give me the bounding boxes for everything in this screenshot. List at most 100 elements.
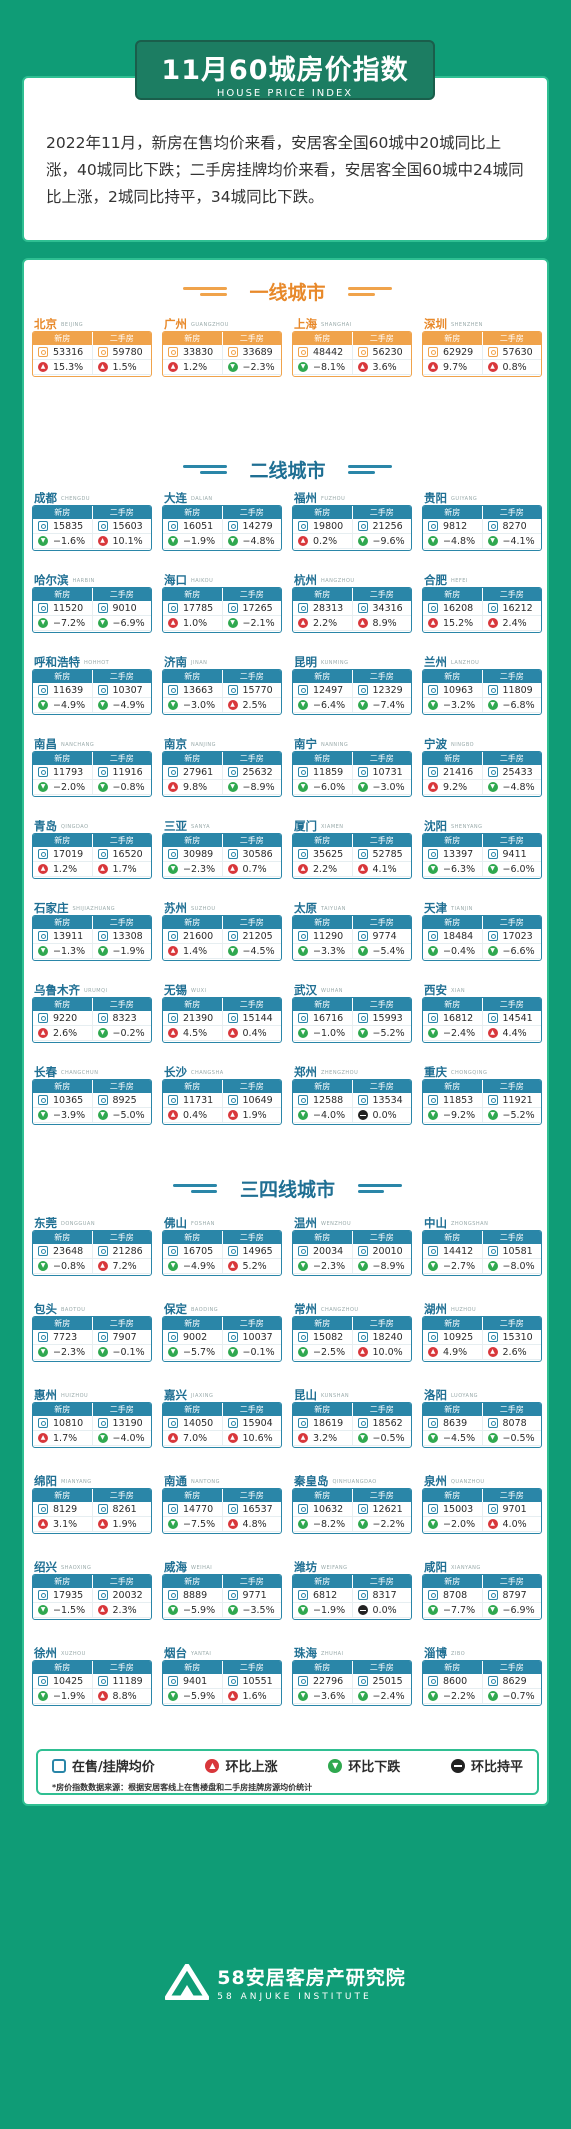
col-new: 新房 [444,1082,461,1091]
value-text: −2.3% [313,1260,346,1272]
city-pinyin: LUOYANG [451,1392,479,1399]
page-subtitle: HOUSE PRICE INDEX [216,88,354,99]
up-arrow-icon: ▲ [38,362,48,372]
second-change: ▼ −5.2% [351,1026,411,1041]
value-text: −1.6% [53,535,86,547]
col-second: 二手房 [221,1575,282,1588]
price-tag-icon [227,603,238,613]
new-price: 9002 [163,1330,222,1345]
value-text: 1.7% [112,863,137,875]
city-name: 乌鲁木齐 URUMQI [34,982,108,997]
city-card: 兰州 LANZHOU 新房 二手房 10963 11809 ▼ −3.2% ▼ −6.8% [422,654,542,715]
second-price: 15770 [221,683,281,698]
price-tag-icon [38,931,48,941]
legend-down-label: 环比下跌 [348,1760,401,1775]
price-tag-icon [428,1418,438,1428]
price-table: 新房 二手房 8639 8078 ▼ −4.5% ▼ −0.5% [422,1402,542,1448]
price-tag-icon [298,347,308,357]
value-text: −5.2% [372,1027,405,1039]
price-tag-icon [97,603,108,613]
up-arrow-icon: ▲ [97,362,108,372]
new-change: ▲ 1.0% [163,616,222,631]
second-change: ▼ −6.0% [481,862,541,877]
value-text: 11793 [53,766,84,778]
city-pinyin: TIANJIN [451,905,473,912]
price-table: 新房 二手房 16051 14279 ▼ −1.9% ▼ −4.8% [162,505,282,551]
value-text: 秦皇岛 [294,1474,329,1488]
down-arrow-icon: ▼ [298,1519,308,1529]
price-table: 新房 二手房 6812 8317 ▼ −1.9% 0.0% [292,1574,412,1620]
value-text: 哈尔滨 [34,573,69,587]
value-text: 10632 [313,1503,344,1515]
new-price: 17935 [33,1588,92,1603]
new-price: 13397 [423,847,482,862]
value-text: 8797 [502,1589,527,1601]
second-change: ▲ 10.6% [221,1431,281,1446]
city-card: 青岛 QINGDAO 新房 二手房 17019 16520 ▲ 1.2% ▲ 1.7% [32,818,152,879]
price-tag-icon [38,1590,48,1600]
new-price: 9812 [423,519,482,534]
col-second: 二手房 [91,1489,152,1502]
value-text: −1.9% [112,945,145,957]
value-text: 8600 [443,1675,468,1687]
new-price: 62929 [423,345,482,360]
new-change: ▼ −1.9% [293,1603,352,1618]
col-second: 二手房 [91,1403,152,1416]
city-card: 昆山 KUNSHAN 新房 二手房 18619 18562 ▲ 3.2% ▼ −0.5% [292,1387,412,1448]
second-price: 13308 [91,929,151,944]
city-card: 潍坊 WEIFANG 新房 二手房 6812 8317 ▼ −1.9% 0.0% [292,1559,412,1620]
second-change: ▲ 5.2% [221,1259,281,1274]
col-new: 新房 [314,672,331,681]
up-arrow-icon: ▲ [357,362,368,372]
value-text: 1.4% [183,945,208,957]
price-tag-icon [227,1013,238,1023]
price-tag-icon [97,1504,108,1514]
new-change: ▲ 9.8% [163,780,222,795]
col-second: 二手房 [481,752,542,765]
city-pinyin: JIAXING [191,1392,214,1399]
value-text: 15904 [242,1417,273,1429]
second-price: 21256 [351,519,411,534]
down-arrow-icon: ▼ [487,1261,498,1271]
value-text: 12329 [372,684,403,696]
value-text: 惠州 [34,1388,57,1402]
price-table: 新房 二手房 22796 25015 ▼ −3.6% ▼ −2.4% [292,1660,412,1706]
price-table: 新房 二手房 11853 11921 ▼ −9.2% ▼ −5.2% [422,1079,542,1125]
new-change: ▼ −7.7% [423,1603,482,1618]
price-tag-icon [97,1332,108,1342]
new-price: 11290 [293,929,352,944]
new-price: 16051 [163,519,222,534]
city-pinyin: WEIFANG [321,1564,348,1571]
value-text: 4.1% [372,863,397,875]
city-name: 成都 CHENGDU [34,490,90,505]
city-card: 太原 TAIYUAN 新房 二手房 11290 9774 ▼ −3.3% ▼ −5.4% [292,900,412,961]
value-text: −2.3% [183,863,216,875]
new-price: 21416 [423,765,482,780]
value-text: 石家庄 [34,901,69,915]
price-tag-icon [428,931,438,941]
new-price: 15003 [423,1502,482,1517]
value-text: 10731 [372,766,403,778]
city-name: 潍坊 WEIFANG [294,1559,348,1574]
price-tag-icon [357,1676,368,1686]
second-change: ▼ −8.9% [351,1259,411,1274]
value-text: 潍坊 [294,1560,317,1574]
city-card: 惠州 HUIZHOU 新房 二手房 10810 13190 ▲ 1.7% ▼ −4.0% [32,1387,152,1448]
col-second: 二手房 [221,670,282,683]
value-text: 14541 [502,1012,533,1024]
price-tag-icon [168,931,178,941]
col-new: 新房 [314,1319,331,1328]
col-new: 新房 [314,1491,331,1500]
value-text: 21286 [112,1245,143,1257]
second-price: 11916 [91,765,151,780]
price-tag-icon [487,1332,498,1342]
price-table: 新房 二手房 28313 34316 ▲ 2.2% ▲ 8.9% [292,587,412,633]
value-text: −2.7% [443,1260,476,1272]
value-text: 21600 [183,930,214,942]
value-text: 16716 [313,1012,344,1024]
value-text: 56230 [372,346,403,358]
up-arrow-icon: ▲ [227,1519,238,1529]
new-price: 11731 [163,1093,222,1108]
value-text: 11731 [183,1094,214,1106]
new-change: ▼ −2.2% [423,1689,482,1704]
